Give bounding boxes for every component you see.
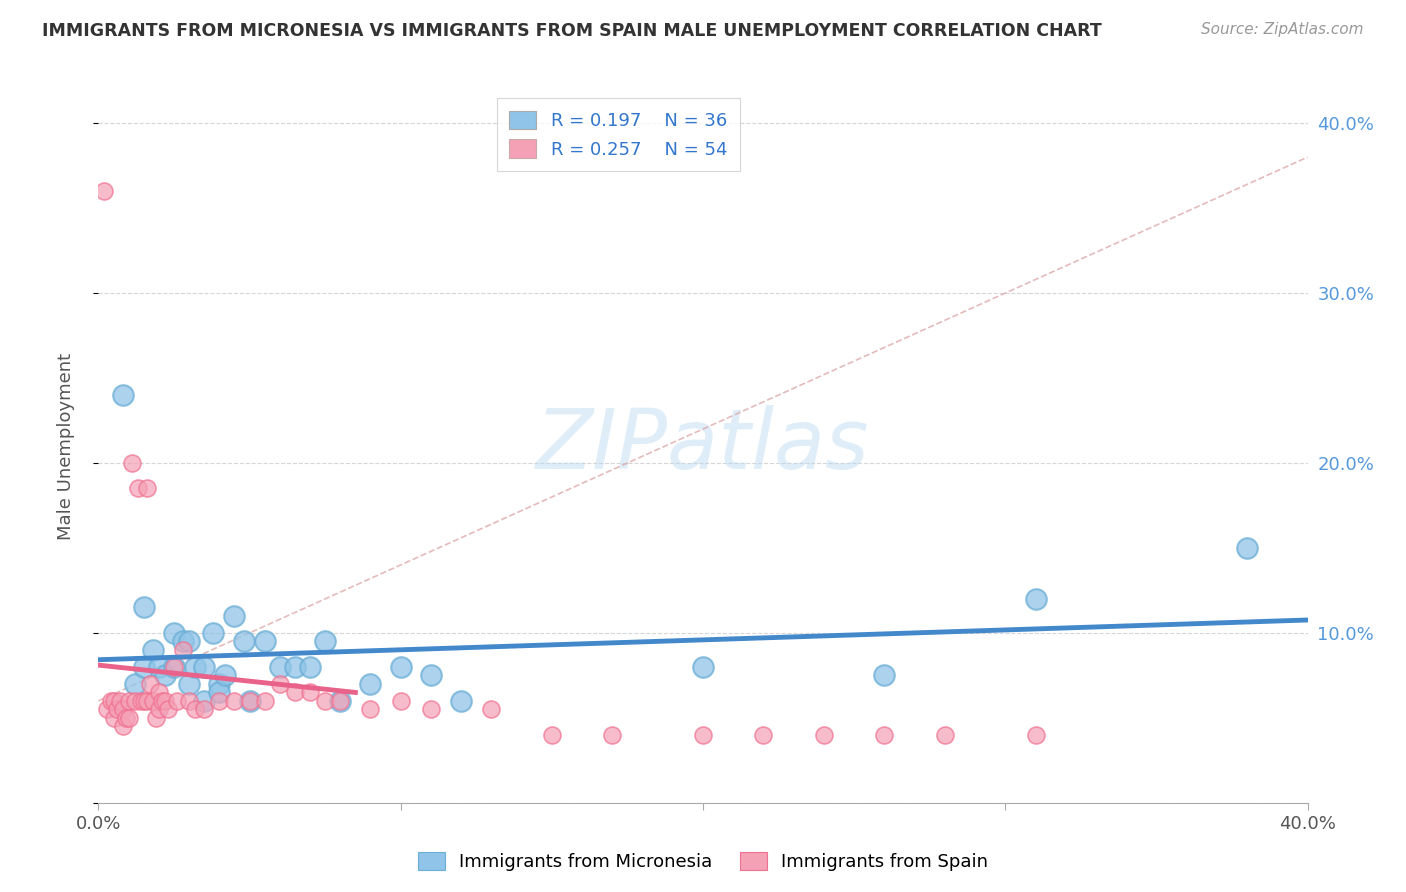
Point bbox=[150, 694, 173, 708]
Text: IMMIGRANTS FROM MICRONESIA VS IMMIGRANTS FROM SPAIN MALE UNEMPLOYMENT CORRELATIO: IMMIGRANTS FROM MICRONESIA VS IMMIGRANTS… bbox=[42, 22, 1102, 40]
Point bbox=[193, 702, 215, 716]
Point bbox=[108, 694, 131, 708]
Point bbox=[692, 660, 714, 674]
Point bbox=[232, 634, 254, 648]
Point bbox=[153, 694, 176, 708]
Point bbox=[284, 685, 307, 699]
Point bbox=[148, 685, 170, 699]
Point bbox=[224, 608, 246, 623]
Point bbox=[269, 660, 291, 674]
Point bbox=[360, 702, 382, 716]
Text: ZIPatlas: ZIPatlas bbox=[536, 406, 870, 486]
Point bbox=[253, 694, 276, 708]
Point bbox=[202, 626, 225, 640]
Point bbox=[208, 685, 231, 699]
Point bbox=[389, 694, 412, 708]
Point bbox=[163, 626, 186, 640]
Point bbox=[481, 702, 503, 716]
Point bbox=[139, 677, 162, 691]
Point bbox=[111, 388, 134, 402]
Point bbox=[299, 660, 322, 674]
Point bbox=[692, 728, 714, 742]
Point bbox=[172, 634, 194, 648]
Point bbox=[208, 677, 231, 691]
Point bbox=[389, 660, 412, 674]
Point bbox=[224, 694, 246, 708]
Point bbox=[299, 685, 322, 699]
Point bbox=[103, 711, 125, 725]
Point bbox=[253, 634, 276, 648]
Point bbox=[129, 694, 152, 708]
Point bbox=[179, 694, 201, 708]
Point bbox=[172, 643, 194, 657]
Point bbox=[111, 702, 134, 716]
Point bbox=[135, 482, 157, 496]
Point bbox=[329, 694, 352, 708]
Point bbox=[135, 694, 157, 708]
Point bbox=[163, 660, 186, 674]
Point bbox=[329, 694, 352, 708]
Point bbox=[1024, 728, 1046, 742]
Text: Source: ZipAtlas.com: Source: ZipAtlas.com bbox=[1201, 22, 1364, 37]
Point bbox=[239, 694, 262, 708]
Legend: Immigrants from Micronesia, Immigrants from Spain: Immigrants from Micronesia, Immigrants f… bbox=[411, 845, 995, 879]
Point bbox=[184, 660, 207, 674]
Point bbox=[111, 719, 134, 733]
Point bbox=[284, 660, 307, 674]
Y-axis label: Male Unemployment: Male Unemployment bbox=[56, 352, 75, 540]
Point bbox=[103, 694, 125, 708]
Point bbox=[179, 634, 201, 648]
Point bbox=[813, 728, 835, 742]
Point bbox=[118, 694, 141, 708]
Point bbox=[873, 668, 896, 682]
Point bbox=[420, 702, 443, 716]
Point bbox=[132, 660, 155, 674]
Point bbox=[114, 711, 136, 725]
Point bbox=[193, 660, 215, 674]
Point bbox=[132, 600, 155, 615]
Point bbox=[314, 634, 336, 648]
Point bbox=[752, 728, 775, 742]
Point bbox=[118, 711, 141, 725]
Point bbox=[450, 694, 472, 708]
Point bbox=[148, 660, 170, 674]
Point bbox=[163, 660, 186, 674]
Point bbox=[148, 702, 170, 716]
Point bbox=[156, 702, 179, 716]
Point bbox=[142, 643, 165, 657]
Point bbox=[1236, 541, 1258, 555]
Point bbox=[184, 702, 207, 716]
Point bbox=[360, 677, 382, 691]
Point bbox=[193, 694, 215, 708]
Point bbox=[214, 668, 236, 682]
Point bbox=[314, 694, 336, 708]
Point bbox=[96, 702, 118, 716]
Point bbox=[239, 694, 262, 708]
Point bbox=[100, 694, 122, 708]
Point bbox=[269, 677, 291, 691]
Point bbox=[1024, 591, 1046, 606]
Point bbox=[121, 456, 143, 470]
Legend: R = 0.197    N = 36, R = 0.257    N = 54: R = 0.197 N = 36, R = 0.257 N = 54 bbox=[496, 98, 740, 171]
Point bbox=[93, 184, 115, 198]
Point bbox=[934, 728, 956, 742]
Point bbox=[153, 668, 176, 682]
Point bbox=[127, 482, 149, 496]
Point bbox=[208, 694, 231, 708]
Point bbox=[420, 668, 443, 682]
Point bbox=[105, 702, 128, 716]
Point bbox=[142, 694, 165, 708]
Point bbox=[124, 694, 146, 708]
Point bbox=[179, 677, 201, 691]
Point bbox=[145, 711, 167, 725]
Point bbox=[132, 694, 155, 708]
Point bbox=[166, 694, 188, 708]
Point bbox=[124, 677, 146, 691]
Point bbox=[540, 728, 562, 742]
Point bbox=[602, 728, 624, 742]
Point bbox=[873, 728, 896, 742]
